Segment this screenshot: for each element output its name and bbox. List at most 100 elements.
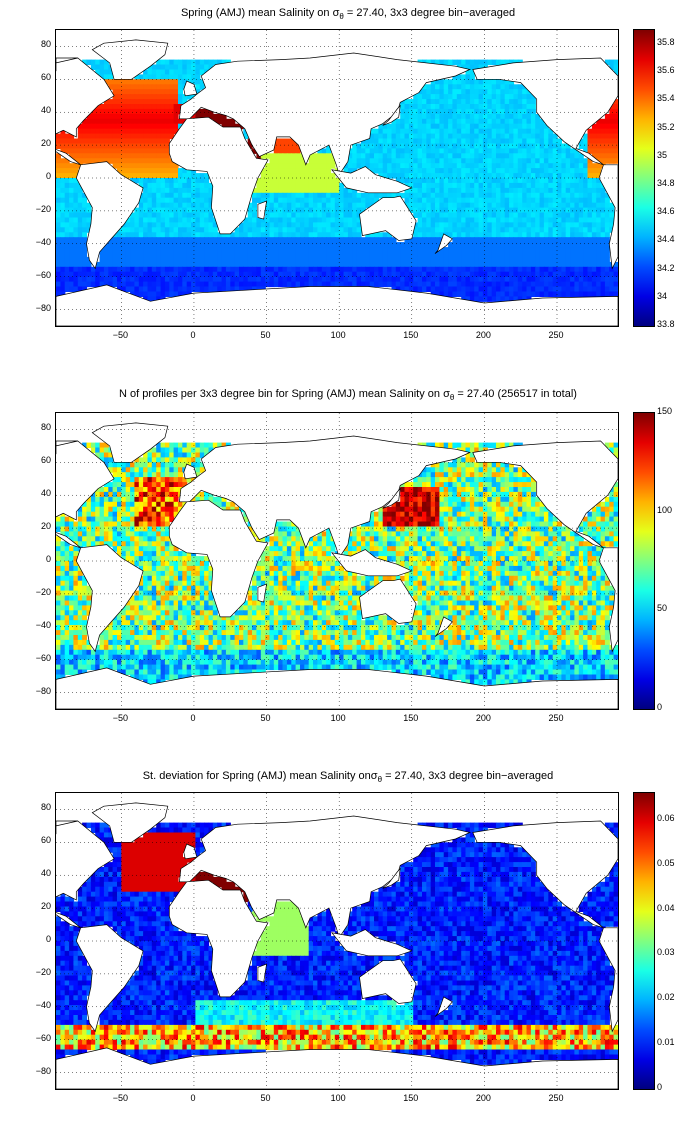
x-tick-label: −50	[112, 713, 128, 723]
colorbar-tick-label: 34.2	[657, 262, 675, 273]
coastline-south-america-wrap	[598, 164, 618, 270]
y-tick-label: −60	[35, 652, 51, 663]
colorbar-tick-label: 35.8	[657, 37, 675, 48]
x-tick-label: 0	[190, 1093, 196, 1103]
colorbar-tick-label: 34	[657, 290, 668, 301]
x-tick-label: 100	[330, 330, 346, 340]
map-plot	[55, 792, 619, 1090]
x-tick-label: 50	[260, 1093, 271, 1103]
x-tick-label: 0	[190, 330, 196, 340]
y-tick-label: 0	[45, 171, 51, 181]
coastline-japan	[382, 487, 401, 509]
coastline-australia	[359, 195, 417, 241]
y-tick-label: −80	[35, 302, 51, 313]
colorbar-tick-label: 34.6	[657, 206, 675, 217]
coastlines	[56, 802, 618, 1089]
coastline-madagascar	[257, 200, 268, 220]
coastline-new-zealand	[434, 616, 453, 637]
x-tick-label: 50	[260, 713, 271, 723]
grid-lines	[56, 413, 618, 709]
heatmap-cells	[56, 442, 618, 685]
y-tick-label: 80	[40, 422, 51, 433]
title-sub: θ	[377, 775, 383, 785]
coastline-indonesia	[331, 549, 413, 577]
grid-lines	[56, 30, 618, 326]
coastline-new-zealand	[434, 996, 453, 1017]
coastline-australia	[359, 958, 417, 1004]
y-tick-label: 40	[40, 488, 51, 499]
colorbar-tick-label: 35.2	[657, 121, 675, 132]
coastline-antarctica	[56, 284, 618, 326]
x-tick-label: 200	[475, 1093, 491, 1103]
y-tick-label: 20	[40, 521, 51, 532]
x-tick-label: 0	[190, 713, 196, 723]
y-tick-label: 20	[40, 901, 51, 912]
coastline-europe-asia	[179, 815, 471, 939]
colorbar	[633, 412, 655, 710]
y-tick-label: −60	[35, 269, 51, 280]
title-prefix: Spring (AMJ) mean Salinity on	[180, 7, 333, 19]
colorbar-tick-label: 100	[657, 504, 673, 515]
heatmap-cells	[56, 59, 618, 302]
colorbar-tick-label: 0	[657, 702, 663, 712]
colorbar-tick-label: 33.8	[657, 319, 675, 329]
coastline-japan	[382, 104, 401, 126]
y-tick-label: −20	[35, 586, 51, 597]
panel-title: Spring (AMJ) mean Salinity on σθ = 27.40…	[0, 7, 696, 21]
coastline-south-america	[75, 924, 144, 1033]
x-tick-label: 250	[548, 1093, 564, 1103]
coastline-madagascar	[257, 963, 268, 983]
colorbar-tick-label: 35.4	[657, 93, 675, 104]
y-tick-label: −60	[35, 1032, 51, 1043]
coastline-greenland	[91, 422, 169, 463]
heatmap-cells	[56, 822, 618, 1065]
coastline-indonesia	[331, 929, 413, 957]
title-suffix: = 27.40 (256517 in total)	[454, 388, 577, 400]
panel-title: St. deviation for Spring (AMJ) mean Sali…	[0, 770, 696, 784]
y-tick-label: 80	[40, 39, 51, 50]
y-tick-label: −80	[35, 685, 51, 696]
colorbar-tick-label: 0.01	[657, 1037, 675, 1048]
profile-count-panel: N of profiles per 3x3 degree bin for Spr…	[55, 388, 655, 710]
x-tick-label: 250	[548, 713, 564, 723]
colorbar-tick-label: 34.8	[657, 178, 675, 189]
x-tick-label: 200	[475, 330, 491, 340]
coastline-uk	[183, 80, 198, 97]
x-tick-label: 250	[548, 330, 564, 340]
y-tick-label: 40	[40, 868, 51, 879]
x-tick-label: 100	[330, 713, 346, 723]
colorbar	[633, 29, 655, 327]
x-tick-label: −50	[112, 330, 128, 340]
coastline-indonesia	[331, 166, 413, 194]
y-tick-label: 20	[40, 138, 51, 149]
grid-lines	[56, 793, 618, 1089]
coastline-europe-wrap	[56, 440, 78, 455]
coastline-uk	[183, 463, 198, 480]
coastline-south-america	[75, 544, 144, 653]
x-tick-label: 150	[403, 713, 419, 723]
title-sub: θ	[449, 393, 455, 403]
y-tick-label: 0	[45, 554, 51, 564]
x-tick-label: 50	[260, 330, 271, 340]
colorbar	[633, 792, 655, 1090]
coastline-south-america	[75, 161, 144, 270]
colorbar-tick-label: 50	[657, 603, 668, 614]
y-tick-label: −80	[35, 1065, 51, 1076]
coastline-madagascar	[257, 583, 268, 603]
coastline-japan	[382, 867, 401, 889]
coastline-antarctica	[56, 667, 618, 709]
colorbar-tick-label: 0.06	[657, 812, 675, 823]
x-tick-label: 150	[403, 1093, 419, 1103]
coastline-europe-asia	[179, 435, 471, 559]
title-suffix: = 27.40, 3x3 degree bin−averaged	[343, 7, 516, 19]
colorbar-tick-label: 34.4	[657, 234, 675, 245]
title-suffix: = 27.40, 3x3 degree bin−averaged	[382, 770, 554, 782]
title-sigma: σ	[370, 770, 378, 782]
colorbar-tick-label: 0.02	[657, 992, 675, 1003]
coastline-uk	[183, 843, 198, 860]
coastline-north-america	[56, 440, 115, 549]
x-tick-label: 100	[330, 1093, 346, 1103]
y-tick-label: −20	[35, 966, 51, 977]
y-tick-label: 40	[40, 105, 51, 116]
